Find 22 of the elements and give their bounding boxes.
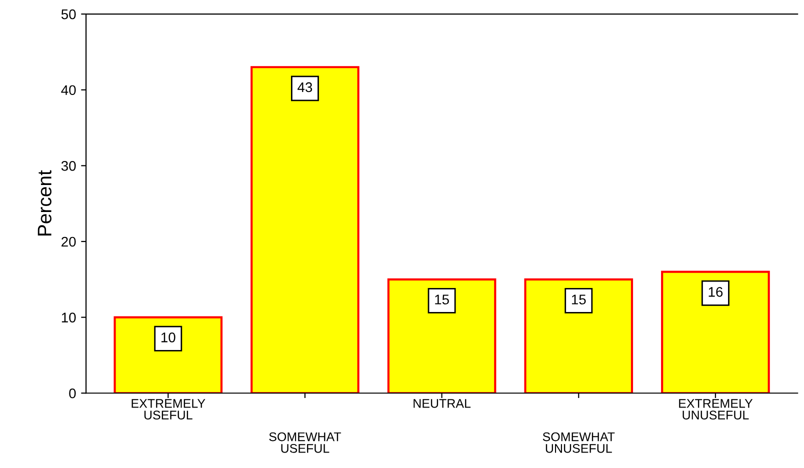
y-tick-label: 20: [62, 236, 76, 247]
bar: [114, 316, 223, 394]
bar: [250, 66, 360, 394]
x-tick-label: EXTREMELY USEFUL: [132, 399, 206, 420]
bar: [661, 270, 770, 394]
data-label: 15: [435, 294, 449, 304]
x-tick-label: NEUTRAL: [414, 399, 471, 408]
x-tick-label: EXTREMELY UNUSEFUL: [679, 399, 753, 420]
y-axis-title: Percent: [38, 170, 52, 236]
data-label: 15: [572, 294, 586, 304]
x-tick-label: SOMEWHAT UNUSEFUL: [542, 432, 615, 453]
data-label: 16: [708, 287, 723, 297]
y-tick-label: 30: [61, 161, 76, 171]
y-tick-label: 0: [69, 388, 76, 398]
bar: [387, 278, 496, 394]
y-tick-label: 40: [61, 85, 76, 96]
x-tick-label: SOMEWHAT USEFUL: [269, 432, 342, 453]
data-label: 10: [161, 332, 176, 342]
y-tick-label: 10: [62, 312, 76, 322]
y-tick-label: 50: [61, 9, 76, 20]
bar: [524, 278, 634, 394]
data-label: 43: [298, 82, 312, 92]
